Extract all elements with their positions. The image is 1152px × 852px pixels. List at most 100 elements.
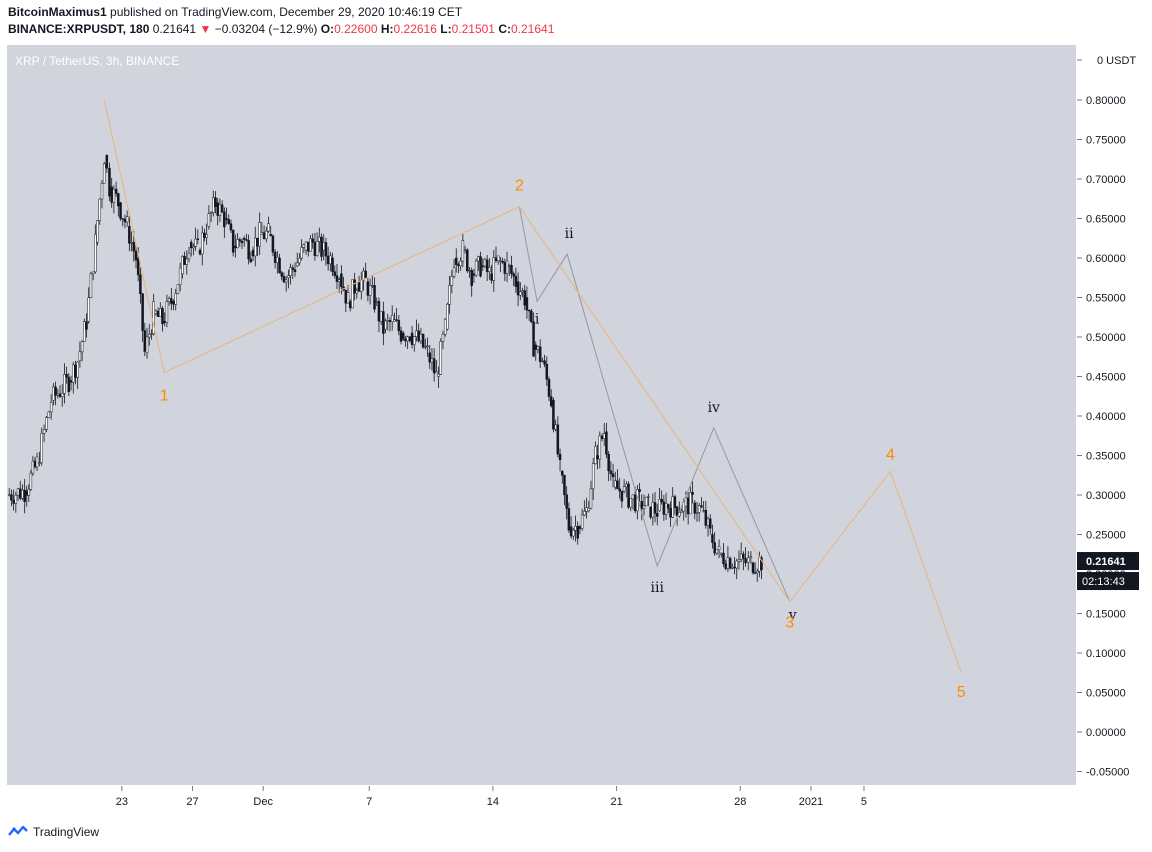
candle-body <box>29 472 33 490</box>
candle-body <box>602 433 606 439</box>
candle-body <box>110 186 113 203</box>
candle-body <box>525 297 529 311</box>
candle-body <box>521 290 524 293</box>
major-wave-label-4: 4 <box>886 446 895 463</box>
candle-body <box>675 506 679 517</box>
candle-body <box>655 513 659 517</box>
candle-body <box>410 332 414 345</box>
candle-body <box>561 471 564 476</box>
candle-body <box>728 557 732 569</box>
candle-body <box>490 273 493 281</box>
candle-body <box>569 526 573 537</box>
author-name[interactable]: BitcoinMaximus1 <box>8 5 107 19</box>
chart-plot-area[interactable] <box>7 45 1076 785</box>
candle-body <box>470 270 473 286</box>
price-axis-label: 0.30000 <box>1086 490 1126 502</box>
candle-body <box>315 241 319 256</box>
candle-body <box>161 308 164 325</box>
candle-body <box>443 318 447 335</box>
candle-body <box>401 332 405 340</box>
candle-body <box>633 494 637 512</box>
candle-body <box>494 257 498 261</box>
candle-body <box>585 507 588 512</box>
candle-body <box>42 429 46 434</box>
candle-body <box>225 218 228 220</box>
candle-body <box>69 380 73 383</box>
candle-body <box>194 238 197 247</box>
candle-body <box>373 285 376 310</box>
candle-body <box>503 262 507 274</box>
candle-body <box>377 301 381 322</box>
price-axis-label: 0.00000 <box>1086 727 1126 739</box>
price-axis-label: 0.05000 <box>1086 688 1126 700</box>
price-axis[interactable] <box>1077 45 1152 785</box>
candle-body <box>174 293 177 305</box>
candle-body <box>94 234 97 273</box>
candle-body <box>65 374 68 378</box>
footer-brand[interactable]: TradingView <box>33 825 100 839</box>
candle-body <box>622 486 626 492</box>
candle-body <box>125 216 129 223</box>
candle-body <box>572 529 575 537</box>
candle-body <box>83 321 86 342</box>
price-axis-label: 0.80000 <box>1086 95 1126 107</box>
candle-body <box>689 492 692 515</box>
candle-body <box>309 238 312 252</box>
candle-body <box>501 260 504 263</box>
price-axis-label: 0.50000 <box>1086 332 1126 344</box>
candle-body <box>629 498 632 508</box>
candle-body <box>200 232 204 255</box>
candle-body <box>576 526 579 539</box>
candle-body <box>488 267 491 272</box>
candle-body <box>611 473 615 478</box>
candle-body <box>708 518 712 529</box>
close-label: C: <box>498 22 511 36</box>
chart-title: XRP / TetherUS, 3h, BINANCE <box>15 54 180 68</box>
candle-body <box>102 163 106 184</box>
candle-body <box>720 552 723 555</box>
candle-body <box>600 435 604 439</box>
candle-body <box>591 463 595 490</box>
candle-body <box>454 257 458 265</box>
candle-body <box>393 319 396 322</box>
candle-body <box>7 494 11 496</box>
candle-body <box>397 320 401 332</box>
candle-body <box>364 270 367 279</box>
high-value: 0.22616 <box>393 22 437 36</box>
candle-body <box>19 488 22 499</box>
candle-body <box>320 236 323 257</box>
time-axis-label: 5 <box>861 796 867 808</box>
candle-body <box>424 346 427 348</box>
price-change: −0.03204 (−12.9%) <box>214 22 318 36</box>
candle-body <box>558 453 562 460</box>
major-wave-line <box>103 99 962 673</box>
candle-body <box>313 241 317 256</box>
candle-body <box>304 241 308 251</box>
candle-body <box>693 502 697 514</box>
candle-body <box>545 364 549 380</box>
candle-body <box>67 376 71 392</box>
candle-body <box>541 360 544 363</box>
candle-body <box>574 526 577 531</box>
candle-body <box>254 237 257 257</box>
candle-body <box>220 204 224 213</box>
candle-body <box>408 336 412 341</box>
candle-body <box>684 497 688 507</box>
candle-body <box>238 239 242 242</box>
candle-body <box>446 303 449 330</box>
candle-body <box>198 249 202 255</box>
candle-body <box>466 249 469 272</box>
time-axis[interactable] <box>7 786 1076 814</box>
candle-body <box>432 358 436 374</box>
candle-body <box>141 293 144 331</box>
candle-body <box>114 188 118 194</box>
candle-body <box>63 374 66 394</box>
candle-body <box>461 240 465 262</box>
candle-body <box>170 298 173 304</box>
candle-body <box>662 501 666 515</box>
candle-body <box>76 361 79 378</box>
candle-body <box>686 497 690 515</box>
symbol-info: BINANCE:XRPUSDT, 180 <box>8 22 150 36</box>
candle-body <box>452 267 456 277</box>
candle-body <box>499 260 502 263</box>
